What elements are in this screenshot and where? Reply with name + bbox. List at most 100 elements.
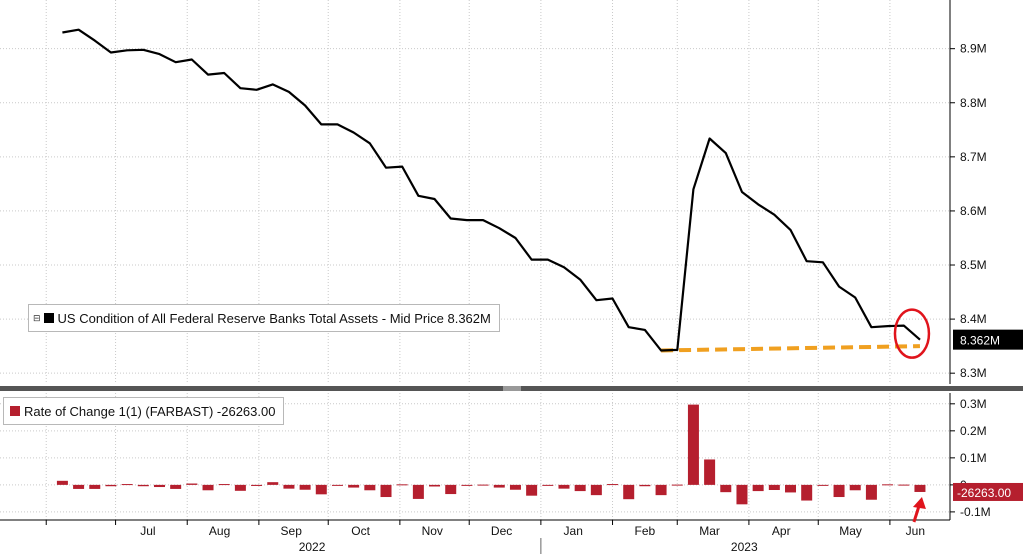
rate-of-change-bar <box>299 484 311 490</box>
legend-line-swatch <box>43 313 54 323</box>
rate-of-change-bar <box>348 484 360 488</box>
rate-of-change-bar <box>817 484 829 486</box>
rate-of-change-bar <box>267 482 279 485</box>
rate-of-change-bar <box>202 484 214 491</box>
rate-of-change-bar <box>186 483 198 485</box>
x-month-label: Jul <box>140 524 155 538</box>
x-month-label: Jun <box>906 524 925 538</box>
arrow-head-icon <box>912 497 926 509</box>
rate-of-change-bar <box>623 484 635 500</box>
x-month-label: Feb <box>635 524 656 538</box>
rate-of-change-bar <box>461 484 473 486</box>
rate-of-change-bar <box>785 484 797 493</box>
rate-of-change-bar <box>526 484 538 496</box>
rate-of-change-bar <box>801 484 813 501</box>
bottom-value-tag <box>953 482 1023 501</box>
rate-of-change-bar <box>73 484 85 489</box>
rate-of-change-bar <box>671 484 683 486</box>
rate-of-change-bar <box>687 404 699 485</box>
y-tick-label: 8.5M <box>960 258 987 272</box>
legend-collapse-icon[interactable]: ⊟ <box>33 312 41 323</box>
rate-of-change-bar <box>509 484 521 490</box>
rate-of-change-bar <box>137 484 149 487</box>
y-tick-label: 0.1M <box>960 451 987 465</box>
x-month-label: Sep <box>281 524 303 538</box>
x-month-label: Jan <box>564 524 583 538</box>
rate-of-change-bar <box>607 484 619 486</box>
rate-of-change-bar <box>283 484 295 489</box>
rate-of-change-bar <box>720 484 732 493</box>
y-tick-label: 8.6M <box>960 204 987 218</box>
x-month-label: Aug <box>209 524 230 538</box>
y-tick-label: 0.3M <box>960 397 987 411</box>
rate-of-change-bar <box>752 484 764 492</box>
rate-of-change-bar <box>234 484 246 491</box>
rate-of-change-bar <box>639 484 651 487</box>
top-panel-grid <box>0 0 950 384</box>
rate-of-change-bar <box>105 484 117 487</box>
rate-of-change-bars-layer <box>56 404 926 505</box>
x-month-label: Oct <box>351 524 370 538</box>
rate-of-change-bar <box>315 484 327 495</box>
y-tick-label: 8.8M <box>960 96 987 110</box>
panel-separator-handle[interactable] <box>503 386 521 391</box>
legend-bar-swatch <box>10 406 20 416</box>
rate-of-change-bar <box>170 484 182 489</box>
y-tick-label: 8.3M <box>960 366 987 380</box>
rate-of-change-bar <box>914 484 926 492</box>
bottom-value-tag-text: -26263.00 <box>957 486 1011 500</box>
top-legend-label: US Condition of All Federal Reserve Bank… <box>57 310 491 326</box>
rate-of-change-bar <box>56 480 68 485</box>
rate-of-change-bar <box>558 484 570 489</box>
annotation-layer <box>893 308 931 523</box>
highlight-circle <box>893 308 931 359</box>
y-tick-label: 0.2M <box>960 424 987 438</box>
rate-of-change-bar <box>331 484 343 486</box>
support-dashed-line-layer <box>661 344 920 353</box>
x-month-label: May <box>839 524 862 538</box>
rate-of-change-bar <box>121 484 133 486</box>
rate-of-change-bar <box>542 484 554 486</box>
rate-of-change-bar <box>898 484 910 486</box>
rate-of-change-bar <box>590 484 602 496</box>
rate-of-change-bar <box>477 484 489 486</box>
x-month-label: Apr <box>772 524 791 538</box>
rate-of-change-bar <box>396 484 408 486</box>
bottom-panel-grid <box>0 393 950 520</box>
rate-of-change-bar <box>89 484 101 489</box>
rate-of-change-bar <box>218 484 230 486</box>
rate-of-change-bar <box>251 484 263 486</box>
rate-of-change-bar <box>833 484 845 498</box>
total-assets-line-layer <box>62 28 921 352</box>
support-dashed-line <box>661 344 920 353</box>
total-assets-line <box>62 28 921 352</box>
rate-of-change-bar <box>445 484 457 495</box>
rate-of-change-bar <box>429 484 441 487</box>
top-value-tag-text: 8.362M <box>960 334 1000 348</box>
rate-of-change-bar <box>865 484 877 500</box>
x-month-label: Nov <box>422 524 443 538</box>
y-tick-label: -0.1M <box>960 505 991 519</box>
rate-of-change-bar <box>364 484 376 491</box>
rate-of-change-bar <box>574 484 586 492</box>
top-legend: ⊟ US Condition of All Federal Reserve Ba… <box>28 304 500 332</box>
y-tick-label: 8.7M <box>960 150 987 164</box>
y-tick-label: 8.9M <box>960 42 987 56</box>
rate-of-change-bar <box>849 484 861 491</box>
x-month-label: Dec <box>491 524 512 538</box>
x-year-label: 2023 <box>731 540 758 554</box>
rate-of-change-bar <box>153 484 165 488</box>
rate-of-change-bar <box>704 459 716 485</box>
top-value-tag <box>953 329 1023 350</box>
x-year-label: 2022 <box>299 540 326 554</box>
rate-of-change-bar <box>412 484 424 499</box>
bottom-legend: Rate of Change 1(1) (FARBAST) -26263.00 <box>3 397 285 425</box>
x-month-label: Mar <box>699 524 720 538</box>
y-tick-label: 8.4M <box>960 312 987 326</box>
bottom-legend-label: Rate of Change 1(1) (FARBAST) -26263.00 <box>24 403 276 419</box>
rate-of-change-bar <box>768 484 780 491</box>
rate-of-change-bar <box>380 484 392 498</box>
